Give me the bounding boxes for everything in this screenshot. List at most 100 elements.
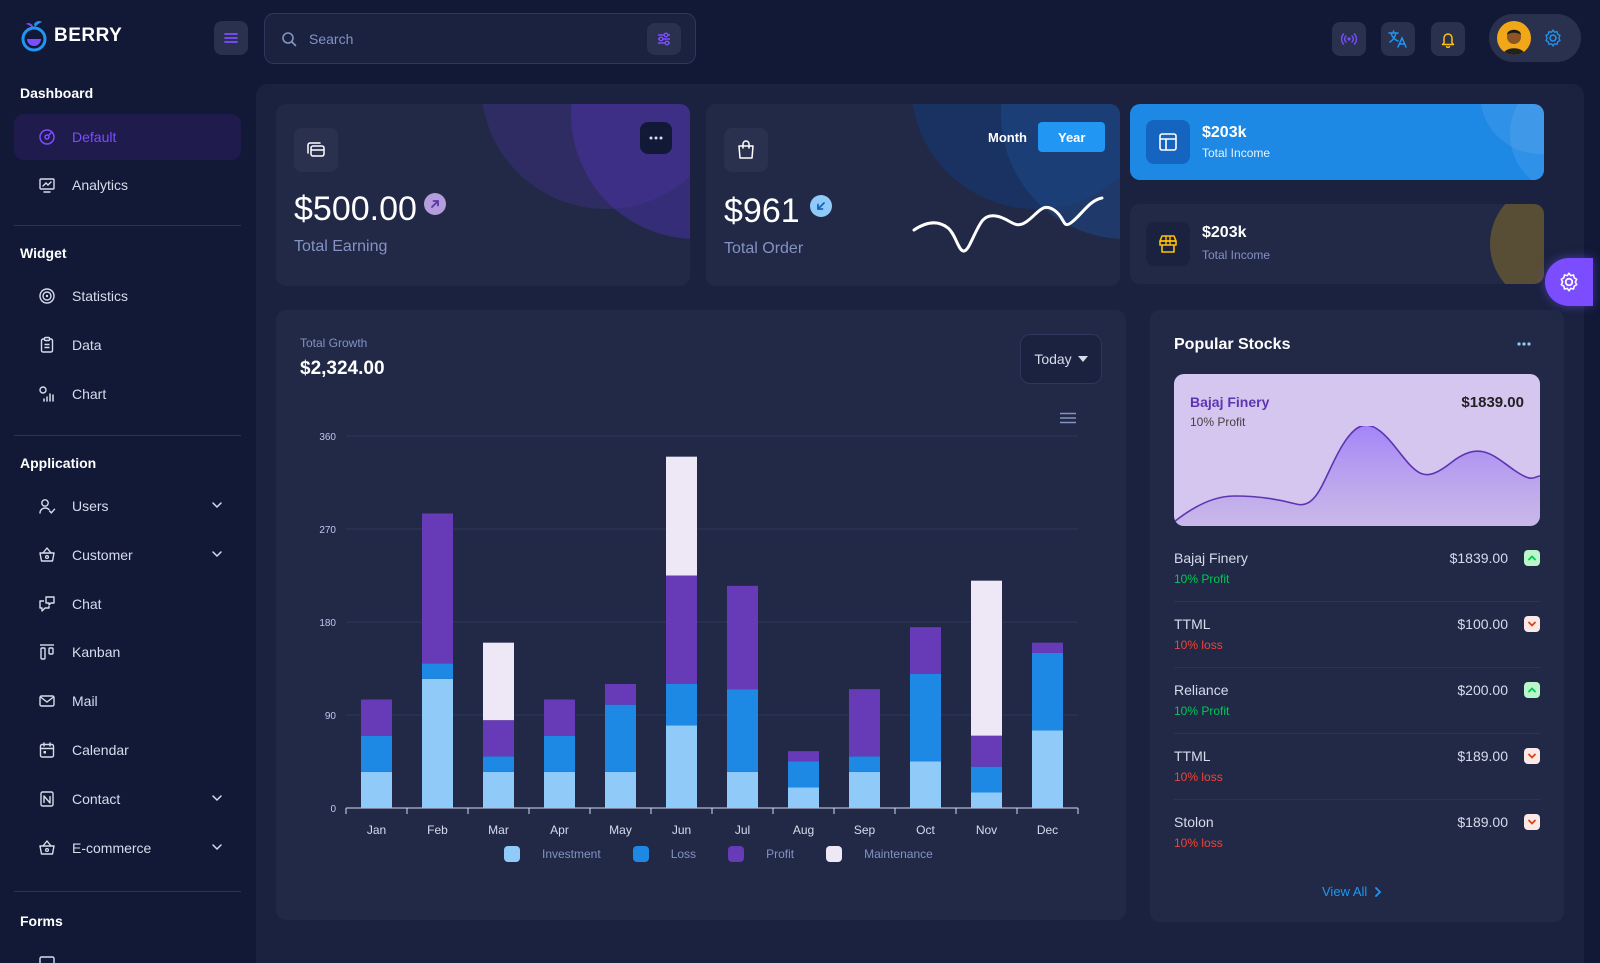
stock-row[interactable]: Bajaj Finery 10% Profit $1839.00 xyxy=(1174,536,1540,602)
bar-segment-loss xyxy=(971,766,1002,793)
sidebar-divider xyxy=(14,435,241,436)
sidebar-item-statistics[interactable]: Statistics xyxy=(14,273,241,319)
bar-segment-investment xyxy=(544,771,575,808)
earning-card: $500.00 Total Earning xyxy=(276,104,690,286)
legend-label: Profit xyxy=(766,847,795,861)
bar-segment-investment xyxy=(605,771,636,808)
stock-change: 10% loss xyxy=(1174,836,1223,850)
sidebar-item-contact[interactable]: Contact xyxy=(14,776,241,822)
total-earning-label: Total Earning xyxy=(294,238,388,255)
sidebar-item-chat[interactable]: Chat xyxy=(14,581,241,627)
sidebar-item-customer[interactable]: Customer xyxy=(14,532,241,578)
sidebar-item-label: Users xyxy=(72,498,109,514)
income-card-dark: $203k Total Income xyxy=(1130,204,1544,284)
sidebar-divider xyxy=(14,891,241,892)
card-options-button[interactable] xyxy=(640,122,672,154)
income-label: Total Income xyxy=(1202,248,1271,262)
chart-menu-icon[interactable] xyxy=(1060,412,1076,424)
legend-item-profit[interactable]: Profit xyxy=(728,846,794,862)
card-icon-tile xyxy=(724,128,768,172)
more-horizontal-icon[interactable] xyxy=(1516,342,1532,346)
stock-change: 10% loss xyxy=(1174,770,1223,784)
featured-stock-profit: 10% Profit xyxy=(1190,415,1246,429)
settings-gear-icon xyxy=(1560,272,1578,292)
profile-menu[interactable] xyxy=(1489,14,1581,62)
legend-item-maintenance[interactable]: Maintenance xyxy=(826,846,933,862)
income-card-primary: $203k Total Income xyxy=(1130,104,1544,180)
x-tick-label: Sep xyxy=(854,823,876,837)
sidebar-item-label: E-commerce xyxy=(72,840,152,856)
sidebar-item-users[interactable]: Users xyxy=(14,483,241,529)
view-all-label: View All xyxy=(1322,884,1368,899)
bar-segment-loss xyxy=(483,756,514,772)
sidebar-item-mail[interactable]: Mail xyxy=(14,678,241,724)
search-filter-button[interactable] xyxy=(647,23,681,55)
basket-icon xyxy=(39,840,55,855)
bar-segment-investment xyxy=(971,792,1002,808)
sidebar-item-label: Data xyxy=(72,337,102,353)
sidebar-toggle-button[interactable] xyxy=(214,21,248,55)
sidebar-item-ecommerce[interactable]: E-commerce xyxy=(14,825,241,871)
trend-up-badge xyxy=(1524,550,1540,566)
toggle-year-button[interactable]: Year xyxy=(1038,122,1106,152)
y-tick-label: 270 xyxy=(319,525,336,536)
view-all-link[interactable]: View All xyxy=(1322,884,1383,899)
berry-logo-icon xyxy=(21,20,47,52)
stock-row[interactable]: Reliance 10% Profit $200.00 xyxy=(1174,668,1540,734)
chevron-up-icon xyxy=(1528,555,1536,561)
stock-name: Reliance xyxy=(1174,682,1229,698)
live-customize-button[interactable] xyxy=(1332,22,1366,56)
legend-label: Loss xyxy=(670,847,697,861)
bar-segment-loss xyxy=(1032,653,1063,731)
stock-price: $1839.00 xyxy=(1449,550,1508,566)
x-tick-label: Dec xyxy=(1037,823,1058,837)
chevron-up-icon xyxy=(1528,687,1536,693)
y-tick-label: 90 xyxy=(325,711,337,722)
dashboard-icon xyxy=(39,129,55,145)
period-select[interactable]: Today xyxy=(1020,334,1102,384)
card-decoration xyxy=(1490,204,1544,284)
stock-row[interactable]: TTML 10% loss $100.00 xyxy=(1174,602,1540,668)
card-icon-tile xyxy=(1146,120,1190,164)
trend-up-badge xyxy=(1524,682,1540,698)
card-icon-tile xyxy=(1146,222,1190,266)
logo[interactable]: BERRY xyxy=(20,20,122,52)
legend-item-loss[interactable]: Loss xyxy=(632,846,697,862)
sidebar-item-default[interactable]: Default xyxy=(14,114,241,160)
stock-name: TTML xyxy=(1174,748,1211,764)
featured-stock-price: $1839.00 xyxy=(1461,394,1524,411)
toggle-month-button[interactable]: Month xyxy=(988,129,1027,145)
language-button[interactable] xyxy=(1381,22,1415,56)
bar-segment-investment xyxy=(727,771,758,808)
sidebar-item-chart[interactable]: Chart xyxy=(14,371,241,417)
stock-row[interactable]: Stolon 10% loss $189.00 xyxy=(1174,800,1540,866)
notifications-button[interactable] xyxy=(1431,22,1465,56)
sidebar-item-kanban[interactable]: Kanban xyxy=(14,629,241,675)
sidebar-item-calendar[interactable]: Calendar xyxy=(14,727,241,773)
customization-button[interactable] xyxy=(1545,258,1593,306)
search-icon xyxy=(282,31,297,46)
chevron-right-icon xyxy=(1375,886,1382,897)
stock-row[interactable]: TTML 10% loss $189.00 xyxy=(1174,734,1540,800)
sidebar-item-components[interactable] xyxy=(14,940,241,963)
legend-swatch xyxy=(632,846,649,862)
sidebar-item-analytics[interactable]: Analytics xyxy=(14,162,241,208)
sidebar-item-data[interactable]: Data xyxy=(14,322,241,368)
chevron-down-icon xyxy=(212,551,222,558)
bar-segment-profit xyxy=(910,627,941,674)
chevron-down-icon xyxy=(212,795,222,802)
bar-segment-loss xyxy=(788,761,819,788)
sidebar-item-label: Chat xyxy=(72,596,102,612)
legend-item-investment[interactable]: Investment xyxy=(504,846,601,862)
bell-icon xyxy=(1441,33,1455,48)
sidebar-item-label: Calendar xyxy=(72,742,129,758)
income-label: Total Income xyxy=(1202,146,1271,160)
bar-segment-loss xyxy=(422,663,453,679)
search-input[interactable] xyxy=(309,30,639,47)
kanban-icon xyxy=(40,644,54,660)
user-avatar-icon xyxy=(1503,29,1525,55)
bar-segment-investment xyxy=(483,771,514,808)
stock-price: $189.00 xyxy=(1457,814,1508,830)
bar-segment-profit xyxy=(361,699,392,736)
growth-value: $2,324.00 xyxy=(300,358,385,379)
